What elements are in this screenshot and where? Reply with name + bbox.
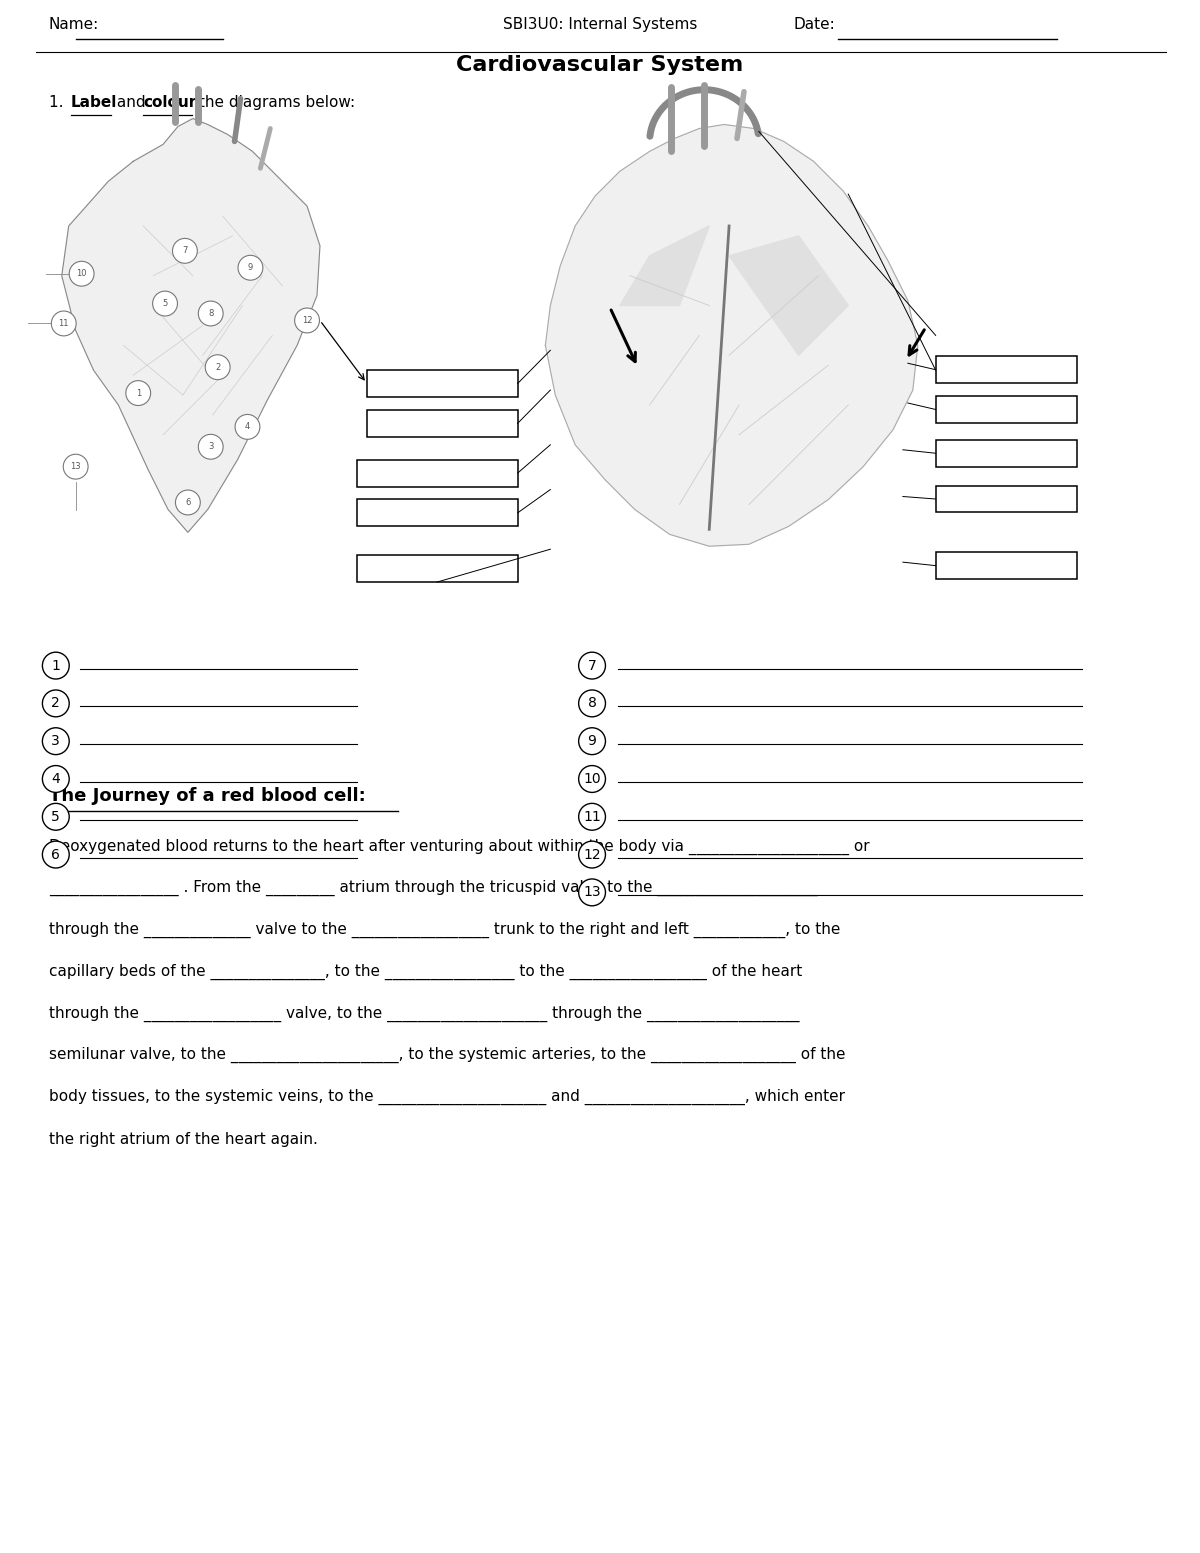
Text: 5: 5 <box>162 300 168 307</box>
Text: 7: 7 <box>588 658 596 672</box>
Circle shape <box>295 307 319 332</box>
Circle shape <box>126 380 151 405</box>
Text: Deoxygenated blood returns to the heart after venturing about within the body vi: Deoxygenated blood returns to the heart … <box>49 839 870 854</box>
Circle shape <box>578 690 606 717</box>
Circle shape <box>578 728 606 755</box>
Text: Date:: Date: <box>793 17 835 33</box>
Bar <box>936 486 1076 512</box>
Circle shape <box>42 728 70 755</box>
Circle shape <box>42 766 70 792</box>
Text: 2: 2 <box>215 363 221 371</box>
Bar <box>936 356 1076 384</box>
Circle shape <box>42 803 70 831</box>
Text: Name:: Name: <box>49 17 100 33</box>
Polygon shape <box>545 124 918 547</box>
Text: 6: 6 <box>52 848 60 862</box>
Bar <box>936 396 1076 422</box>
Text: 3: 3 <box>52 735 60 749</box>
Text: through the __________________ valve, to the _____________________ through the _: through the __________________ valve, to… <box>49 1005 799 1022</box>
Bar <box>936 439 1076 466</box>
Circle shape <box>578 879 606 905</box>
Bar <box>356 500 517 526</box>
Circle shape <box>42 842 70 868</box>
Circle shape <box>235 415 260 439</box>
Circle shape <box>205 354 230 379</box>
Bar <box>367 370 517 398</box>
Circle shape <box>578 766 606 792</box>
Text: Cardiovascular System: Cardiovascular System <box>456 54 744 75</box>
Text: capillary beds of the _______________, to the _________________ to the _________: capillary beds of the _______________, t… <box>49 964 802 980</box>
Text: 10: 10 <box>77 269 86 278</box>
Circle shape <box>198 301 223 326</box>
Text: and: and <box>113 95 151 110</box>
Text: 4: 4 <box>245 422 250 432</box>
Text: colour: colour <box>143 95 197 110</box>
Polygon shape <box>61 118 320 533</box>
Text: Label: Label <box>71 95 118 110</box>
Text: 5: 5 <box>52 809 60 823</box>
Text: the diagrams below:: the diagrams below: <box>194 95 355 110</box>
Text: 7: 7 <box>182 247 187 255</box>
Text: 13: 13 <box>71 463 80 471</box>
Text: semilunar valve, to the ______________________, to the systemic arteries, to the: semilunar valve, to the ________________… <box>49 1047 845 1064</box>
Text: 8: 8 <box>588 696 596 710</box>
Text: 13: 13 <box>583 885 601 899</box>
Circle shape <box>42 690 70 717</box>
Circle shape <box>578 842 606 868</box>
Text: 1: 1 <box>136 388 140 398</box>
Text: 11: 11 <box>59 318 68 328</box>
Text: body tissues, to the systemic veins, to the ______________________ and _________: body tissues, to the systemic veins, to … <box>49 1089 845 1106</box>
Text: 12: 12 <box>301 315 312 325</box>
Bar <box>356 554 517 582</box>
Polygon shape <box>620 227 709 306</box>
Circle shape <box>238 255 263 280</box>
Text: 12: 12 <box>583 848 601 862</box>
Text: 3: 3 <box>208 443 214 452</box>
Text: 1.: 1. <box>49 95 73 110</box>
Text: SBI3U0: Internal Systems: SBI3U0: Internal Systems <box>503 17 697 33</box>
Circle shape <box>578 803 606 831</box>
Circle shape <box>173 239 197 264</box>
Circle shape <box>64 453 88 480</box>
Text: 2: 2 <box>52 696 60 710</box>
Text: 10: 10 <box>583 772 601 786</box>
Text: 1: 1 <box>52 658 60 672</box>
Circle shape <box>42 652 70 679</box>
Circle shape <box>70 261 94 286</box>
Text: _________________ . From the _________ atrium through the tricuspid valve to the: _________________ . From the _________ a… <box>49 881 817 896</box>
Circle shape <box>175 491 200 516</box>
Circle shape <box>578 652 606 679</box>
Bar <box>367 410 517 436</box>
Text: 6: 6 <box>185 499 191 506</box>
Bar <box>936 553 1076 579</box>
Text: 11: 11 <box>583 809 601 823</box>
Polygon shape <box>730 236 848 356</box>
Bar <box>356 460 517 486</box>
Text: 4: 4 <box>52 772 60 786</box>
Text: 9: 9 <box>588 735 596 749</box>
Text: through the ______________ valve to the __________________ trunk to the right an: through the ______________ valve to the … <box>49 922 840 938</box>
Circle shape <box>52 311 76 335</box>
Text: The Journey of a red blood cell:: The Journey of a red blood cell: <box>49 787 366 804</box>
Text: the right atrium of the heart again.: the right atrium of the heart again. <box>49 1132 318 1148</box>
Text: 9: 9 <box>248 264 253 272</box>
Circle shape <box>198 435 223 460</box>
Circle shape <box>152 290 178 315</box>
Text: 8: 8 <box>208 309 214 318</box>
